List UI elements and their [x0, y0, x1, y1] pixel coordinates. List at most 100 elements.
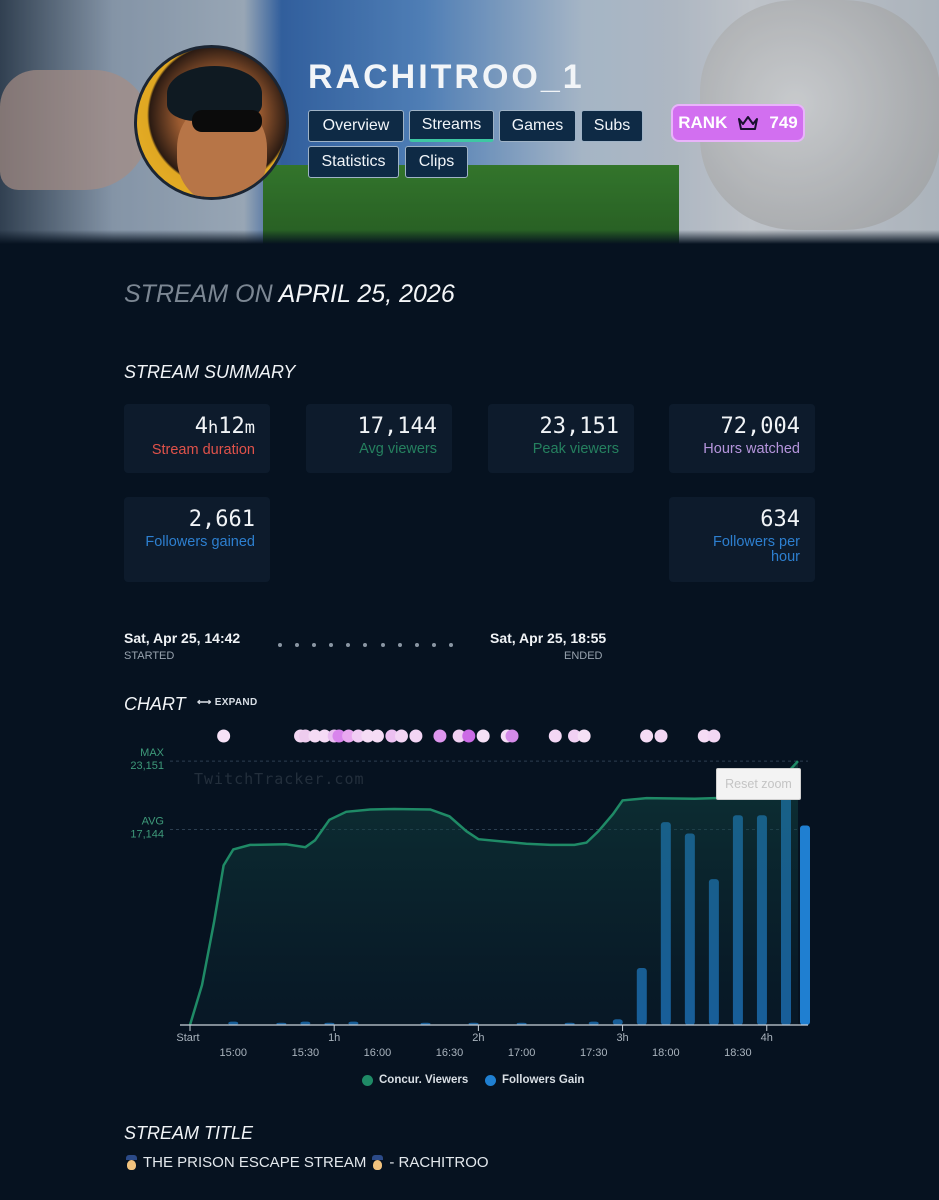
x-tick-label: Start	[176, 1032, 199, 1044]
legend-label-viewers: Concur. Viewers	[379, 1074, 469, 1086]
banner-fade	[0, 230, 939, 244]
stream-summary-heading: STREAM SUMMARY	[124, 362, 296, 382]
x-clock-label: 18:00	[652, 1047, 680, 1059]
tab-statistics[interactable]: Statistics	[308, 146, 399, 178]
tab-streams[interactable]: Streams	[409, 110, 494, 142]
legend-swatch-viewers	[362, 1074, 373, 1086]
stat-card-followers-gained: 2,661 Followers gained	[124, 497, 270, 582]
ref-label-avg: AVG	[142, 816, 164, 828]
police-officer-icon	[124, 1154, 139, 1171]
event-marker[interactable]	[577, 729, 591, 743]
expand-chart-button[interactable]: ⟷ EXPAND	[197, 697, 257, 708]
stat-card-duration: 4h12m Stream duration	[124, 404, 270, 473]
stream-date-heading: STREAM ON APRIL 25, 2026	[124, 280, 455, 309]
stat-value-avg-viewers: 17,144	[357, 414, 437, 439]
rank-badge[interactable]: RANK 749	[671, 104, 805, 142]
stat-label-avg-viewers: Avg viewers	[359, 441, 437, 457]
followers-bar[interactable]	[800, 825, 810, 1026]
stream-start-label: STARTED	[124, 650, 175, 662]
event-marker[interactable]	[697, 729, 711, 743]
stream-title-suffix: - RACHITROO	[389, 1154, 489, 1171]
channel-name: RACHITROO_1	[308, 58, 585, 96]
event-marker[interactable]	[351, 729, 365, 743]
stream-end-time: Sat, Apr 25, 18:55	[490, 630, 607, 646]
legend-item-viewers[interactable]: Concur. Viewers	[362, 1074, 468, 1086]
event-marker[interactable]	[370, 729, 384, 743]
avatar-sunglasses	[192, 110, 262, 132]
event-marker[interactable]	[318, 729, 332, 743]
rank-label: RANK	[678, 113, 728, 132]
legend-swatch-followers	[485, 1074, 496, 1086]
stream-title-heading: STREAM TITLE	[124, 1123, 254, 1143]
event-marker[interactable]	[654, 729, 668, 743]
stat-value-followers-per-hour: 634	[760, 507, 800, 532]
stream-heading-date: APRIL 25, 2026	[278, 280, 455, 308]
stat-card-avg-viewers: 17,144 Avg viewers	[306, 404, 452, 473]
x-clock-label: 15:00	[219, 1047, 247, 1059]
event-marker[interactable]	[433, 729, 447, 743]
expand-arrows-icon: ⟷	[197, 697, 212, 708]
ref-value-avg: 17,144	[130, 829, 164, 841]
event-marker[interactable]	[505, 729, 519, 743]
stat-label-followers-gained: Followers gained	[145, 534, 255, 550]
tab-subs[interactable]: Subs	[581, 110, 643, 142]
event-marker[interactable]	[298, 729, 312, 743]
event-marker[interactable]	[568, 729, 582, 743]
rank-value: 749	[769, 113, 798, 132]
event-marker[interactable]	[476, 729, 490, 743]
x-clock-label: 17:00	[508, 1047, 536, 1059]
event-marker[interactable]	[409, 729, 423, 743]
stat-value-peak-viewers: 23,151	[539, 414, 619, 439]
crown-icon	[738, 116, 759, 130]
event-marker[interactable]	[217, 729, 231, 743]
tab-overview[interactable]: Overview	[308, 110, 404, 142]
x-clock-label: 15:30	[292, 1047, 320, 1059]
ref-value-max: 23,151	[130, 760, 164, 772]
event-marker[interactable]	[342, 729, 356, 743]
expand-label: EXPAND	[214, 697, 258, 708]
event-marker[interactable]	[361, 729, 375, 743]
stat-value-duration: 4h12m	[194, 414, 255, 439]
legend-label-followers: Followers Gain	[502, 1074, 585, 1086]
event-marker[interactable]	[462, 729, 476, 743]
viewers-area	[190, 761, 798, 1025]
event-marker[interactable]	[707, 729, 721, 743]
event-marker[interactable]	[640, 729, 654, 743]
stat-card-hours-watched: 72,004 Hours watched	[669, 404, 815, 473]
event-marker[interactable]	[332, 729, 346, 743]
banner-hand-image	[0, 70, 150, 190]
tab-clips[interactable]: Clips	[405, 146, 468, 178]
x-clock-label: 17:30	[580, 1047, 608, 1059]
stat-value-followers-gained: 2,661	[188, 507, 255, 532]
avatar[interactable]	[134, 45, 289, 200]
stat-card-followers-per-hour: 634 Followers per hour	[669, 497, 815, 582]
stream-title: THE PRISON ESCAPE STREAM - RACHITROO	[124, 1154, 489, 1171]
x-clock-label: 16:30	[436, 1047, 464, 1059]
event-marker[interactable]	[548, 729, 562, 743]
stat-card-peak-viewers: 23,151 Peak viewers	[488, 404, 634, 473]
stream-start-time: Sat, Apr 25, 14:42	[124, 630, 241, 646]
x-tick-label: 3h	[616, 1032, 628, 1044]
x-tick-label: 4h	[761, 1032, 773, 1044]
event-marker[interactable]	[452, 729, 466, 743]
reset-zoom-button[interactable]: Reset zoom	[716, 768, 801, 800]
event-marker[interactable]	[308, 729, 322, 743]
stat-label-followers-per-hour: Followers per hour	[712, 534, 800, 565]
stream-title-text: THE PRISON ESCAPE STREAM	[143, 1154, 367, 1171]
x-tick-label: 2h	[472, 1032, 484, 1044]
ref-label-max: MAX	[140, 747, 165, 759]
x-clock-label: 16:00	[364, 1047, 392, 1059]
x-clock-label: 18:30	[724, 1047, 752, 1059]
legend-item-followers[interactable]: Followers Gain	[485, 1074, 584, 1086]
tab-games[interactable]: Games	[499, 110, 576, 142]
x-tick-label: 1h	[328, 1032, 340, 1044]
stat-value-hours-watched: 72,004	[720, 414, 800, 439]
timeline-dots	[278, 643, 453, 647]
stream-end-label: ENDED	[564, 650, 603, 662]
stat-label-peak-viewers: Peak viewers	[532, 441, 619, 457]
event-marker[interactable]	[385, 729, 399, 743]
event-marker[interactable]	[394, 729, 408, 743]
police-officer-icon	[370, 1154, 385, 1171]
stat-label-duration: Stream duration	[151, 442, 255, 458]
